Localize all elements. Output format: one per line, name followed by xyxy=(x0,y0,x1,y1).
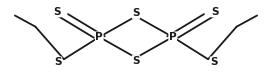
Text: S: S xyxy=(132,56,140,66)
Text: S: S xyxy=(54,57,62,67)
Text: S: S xyxy=(210,57,218,67)
Text: P: P xyxy=(169,32,177,42)
Text: S: S xyxy=(53,7,61,17)
Text: P: P xyxy=(95,32,103,42)
Text: S: S xyxy=(132,8,140,18)
Text: S: S xyxy=(211,7,219,17)
